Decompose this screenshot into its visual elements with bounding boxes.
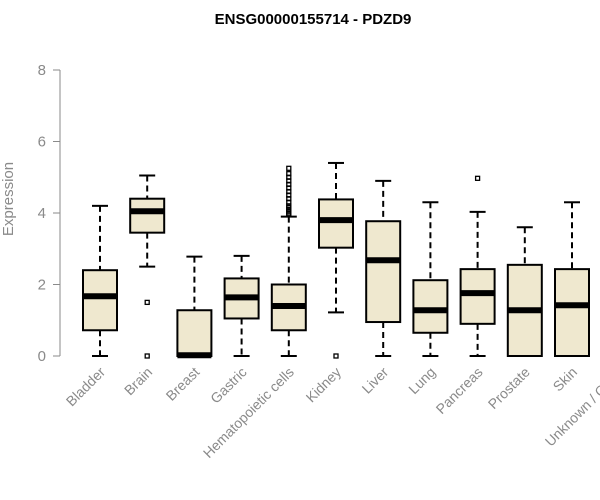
outlier-4-14 xyxy=(286,171,292,177)
y-tick-label-4: 8 xyxy=(38,62,46,79)
box-4 xyxy=(270,165,307,357)
x-tick-label-1: Brain xyxy=(121,364,155,398)
outlier-8-0 xyxy=(474,175,481,181)
x-tick-label-9: Prostate xyxy=(485,364,533,412)
box-3 xyxy=(223,254,260,357)
y-axis: 0 2 4 6 8 xyxy=(38,62,61,365)
x-tick-label-4: Hematopoietic cells xyxy=(200,364,297,461)
x-tick-label-6: Liver xyxy=(359,364,392,397)
x-tick-label-8: Pancreas xyxy=(433,364,486,417)
y-axis-label: Expression xyxy=(0,162,17,236)
x-tick-label-10: Skin xyxy=(550,364,581,395)
y-tick-label-2: 4 xyxy=(38,205,46,222)
box-rect-6 xyxy=(365,220,402,324)
x-tick-label-5: Kidney xyxy=(303,364,345,406)
y-tick-label-1: 2 xyxy=(38,277,46,294)
box-rect-0 xyxy=(82,269,118,332)
box-7 xyxy=(412,201,449,357)
box-rect-7 xyxy=(412,279,449,334)
box-1 xyxy=(129,174,166,359)
x-tick-label-0: Bladder xyxy=(63,364,109,410)
outlier-5-0 xyxy=(333,353,339,359)
y-tick-label-0: 0 xyxy=(38,348,46,365)
box-8 xyxy=(459,175,496,357)
outlier-1-1 xyxy=(144,353,150,359)
box-5 xyxy=(318,161,354,359)
outlier-1-0 xyxy=(144,299,150,306)
box-6 xyxy=(365,179,402,357)
box-2 xyxy=(176,255,213,359)
box-rect-2 xyxy=(176,309,213,357)
box-rect-1 xyxy=(129,197,166,234)
box-0 xyxy=(82,204,118,357)
y-tick-label-3: 6 xyxy=(38,134,46,151)
outlier-4-15 xyxy=(286,165,292,171)
box-rect-5 xyxy=(318,198,354,249)
x-tick-label-2: Breast xyxy=(163,364,203,404)
boxes-group xyxy=(82,161,590,359)
x-tick-label-3: Gastric xyxy=(207,364,250,407)
x-tick-label-7: Lung xyxy=(405,364,438,397)
box-rect-10 xyxy=(554,268,590,357)
box-rect-8 xyxy=(459,268,496,325)
chart-title: ENSG00000155714 - PDZD9 xyxy=(215,11,412,28)
box-9 xyxy=(506,226,543,357)
box-10 xyxy=(554,201,590,357)
